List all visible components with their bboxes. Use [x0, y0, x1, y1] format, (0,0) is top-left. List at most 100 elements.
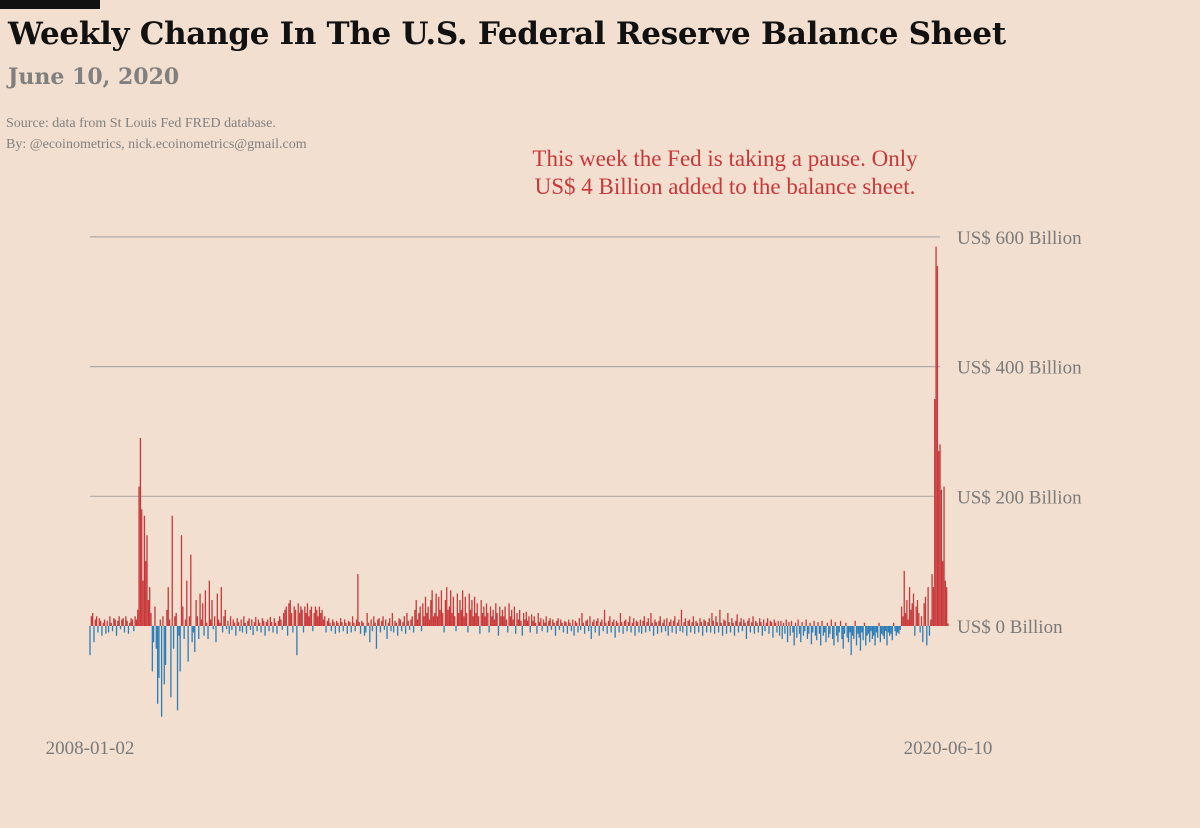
- bar-increase: [145, 561, 147, 626]
- bar-increase: [438, 596, 440, 626]
- bar-increase: [184, 619, 187, 626]
- bar-increase: [418, 613, 420, 626]
- bar-increase: [915, 606, 917, 626]
- bar-decrease: [899, 626, 901, 630]
- bar-increase: [759, 618, 761, 626]
- bar-increase: [95, 616, 98, 626]
- bar-increase: [774, 622, 777, 626]
- bar-increase: [387, 622, 390, 626]
- bar-decrease: [302, 626, 305, 633]
- bar-decrease: [554, 626, 557, 636]
- bar-decrease: [178, 626, 180, 636]
- bar-increase: [517, 619, 519, 626]
- bar-decrease: [866, 626, 868, 636]
- bar-decrease: [587, 626, 590, 632]
- bar-decrease: [919, 626, 921, 633]
- bar-increase: [491, 616, 493, 626]
- bar-decrease: [741, 626, 744, 632]
- bar-increase: [591, 622, 594, 626]
- bar-increase: [324, 616, 326, 626]
- bar-increase: [232, 619, 234, 626]
- bar-decrease: [203, 626, 205, 636]
- bar-increase: [168, 619, 171, 626]
- bar-increase: [528, 616, 530, 626]
- bar-increase: [625, 619, 627, 626]
- bar-decrease: [397, 626, 399, 636]
- bar-increase: [599, 622, 602, 626]
- bar-increase: [358, 622, 360, 626]
- bar-decrease: [862, 626, 864, 641]
- bar-increase: [135, 619, 138, 626]
- bar-increase: [623, 620, 626, 626]
- bar-increase: [643, 616, 645, 626]
- bar-decrease: [160, 626, 163, 717]
- chart-title: Weekly Change In The U.S. Federal Reserv…: [8, 16, 1006, 52]
- bar-decrease: [550, 626, 553, 630]
- bar-decrease: [371, 626, 374, 632]
- bar-increase: [854, 620, 856, 626]
- bar-decrease: [690, 626, 692, 633]
- chart-date: June 10, 2020: [8, 64, 180, 90]
- bar-decrease: [869, 626, 871, 643]
- bar-increase: [224, 609, 226, 626]
- bar-increase: [512, 619, 514, 626]
- bar-increase: [366, 613, 368, 626]
- bar-increase: [485, 603, 488, 626]
- bar-decrease: [814, 626, 817, 636]
- bar-increase: [399, 619, 401, 626]
- bar-increase: [451, 613, 453, 626]
- bar-increase: [542, 619, 545, 626]
- bar-decrease: [215, 626, 217, 643]
- bar-decrease: [660, 626, 663, 633]
- bar-increase: [947, 623, 949, 626]
- bar-increase: [607, 620, 610, 626]
- bar-increase: [244, 622, 246, 626]
- bar-increase: [935, 246, 937, 626]
- bar-increase: [202, 603, 204, 626]
- bar-decrease: [455, 626, 457, 632]
- bar-increase: [452, 596, 455, 626]
- bar-decrease: [606, 626, 608, 634]
- bar-decrease: [105, 626, 107, 634]
- bar-increase: [468, 593, 470, 626]
- bar-decrease: [793, 626, 795, 646]
- bar-decrease: [827, 626, 830, 638]
- bar-increase: [333, 622, 335, 626]
- bar-increase: [336, 620, 338, 626]
- bar-decrease: [648, 626, 651, 632]
- bar-increase: [121, 619, 123, 626]
- bar-decrease: [800, 626, 802, 643]
- bar-decrease: [761, 626, 763, 636]
- bar-increase: [472, 616, 474, 626]
- bar-decrease: [926, 626, 928, 646]
- bar-decrease: [820, 626, 822, 646]
- bar-increase: [259, 622, 261, 626]
- bar-decrease: [686, 626, 688, 636]
- bar-decrease: [679, 626, 681, 632]
- bar-increase: [469, 609, 472, 626]
- bar-decrease: [187, 626, 189, 662]
- bar-increase: [595, 620, 598, 626]
- bar-increase: [489, 606, 492, 626]
- bar-decrease: [338, 626, 340, 633]
- bar-decrease: [792, 626, 794, 633]
- bar-increase: [942, 561, 944, 626]
- bar-increase: [743, 619, 745, 626]
- bar-increase: [377, 619, 379, 626]
- bar-increase: [146, 535, 148, 626]
- bar-increase: [817, 622, 819, 626]
- bar-decrease: [192, 626, 195, 633]
- bar-increase: [839, 620, 842, 626]
- bar-increase: [739, 622, 741, 626]
- bar-decrease: [853, 626, 855, 639]
- bar-decrease: [816, 626, 818, 641]
- bar-decrease: [312, 626, 314, 632]
- bar-decrease: [179, 626, 181, 672]
- bar-increase: [668, 622, 671, 626]
- bar-decrease: [837, 626, 839, 643]
- bar-increase: [322, 619, 325, 626]
- bar-increase: [920, 616, 923, 626]
- bar-increase: [341, 622, 343, 626]
- bar-decrease: [359, 626, 362, 634]
- bar-decrease: [861, 626, 863, 633]
